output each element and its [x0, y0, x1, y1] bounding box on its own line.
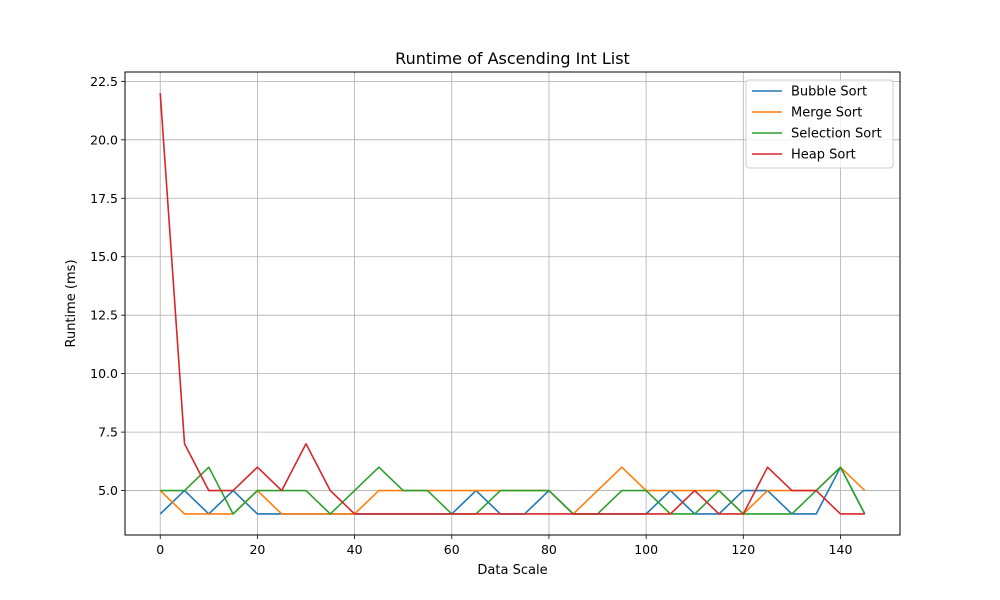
series-line-heap-sort: [159, 92, 865, 515]
x-tick-label: 100: [634, 542, 658, 557]
legend-box: [745, 79, 894, 169]
x-tick-label: 80: [541, 542, 557, 557]
y-axis-ticks: 5.0 7.5 10.0 12.5 15.0 17.5 20.0 22.5: [90, 74, 125, 498]
x-axis-label: Data Scale: [477, 563, 547, 578]
x-axis-ticks: 0 20 40 60 80 100 120 140: [156, 535, 852, 557]
legend-label: Selection Sort: [791, 127, 882, 142]
y-tick-label: 17.5: [90, 191, 118, 206]
x-tick-label: 60: [444, 542, 460, 557]
legend-label: Heap Sort: [791, 148, 856, 163]
legend-label: Merge Sort: [791, 106, 862, 121]
plot-frame: [124, 71, 901, 536]
x-tick-label: 40: [347, 542, 363, 557]
y-tick-label: 10.0: [90, 366, 118, 381]
y-axis-label: Runtime (ms): [64, 259, 79, 347]
x-tick-label: 0: [156, 542, 164, 557]
series-lines: [159, 92, 866, 515]
legend: Bubble Sort Merge Sort Selection Sort Heap …: [745, 79, 894, 169]
x-tick-label: 120: [731, 542, 755, 557]
y-tick-label: 22.5: [90, 74, 118, 89]
y-tick-label: 20.0: [90, 132, 118, 147]
x-tick-label: 140: [829, 542, 853, 557]
grid: [125, 72, 900, 535]
legend-label: Bubble Sort: [791, 85, 867, 100]
series-line-selection-sort: [160, 466, 866, 515]
y-tick-label: 5.0: [98, 483, 118, 498]
y-tick-label: 7.5: [98, 425, 118, 440]
chart-title: Runtime of Ascending Int List: [395, 49, 630, 68]
y-tick-label: 15.0: [90, 249, 118, 264]
x-tick-label: 20: [249, 542, 265, 557]
y-tick-label: 12.5: [90, 308, 118, 323]
